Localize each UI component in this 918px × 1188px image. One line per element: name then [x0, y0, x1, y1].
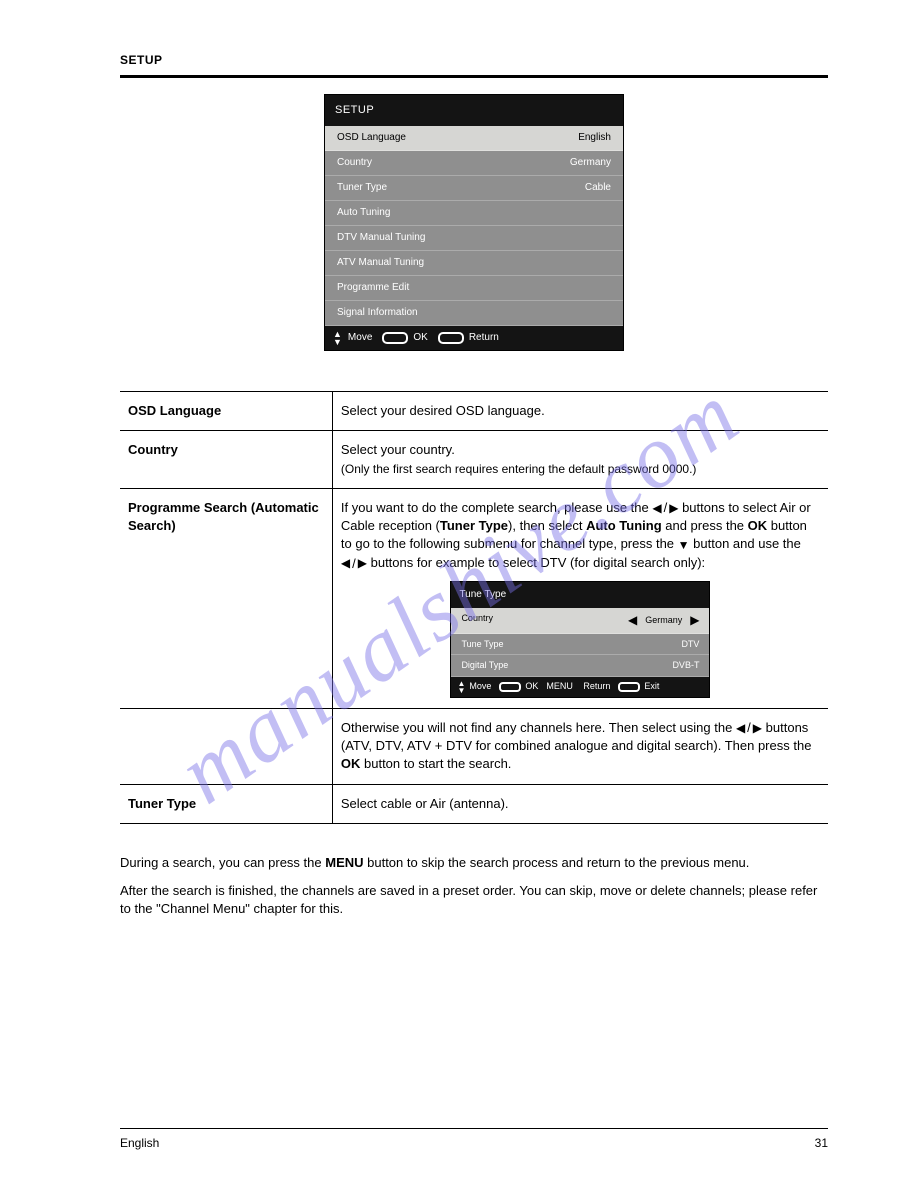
left-right-icon: ◀/▶	[736, 719, 762, 737]
tt-ok: OK	[525, 680, 538, 693]
row-value: English	[578, 131, 611, 145]
ps-ok: OK	[748, 518, 768, 533]
ps-text-1f: buttons for example to select DTV (for d…	[371, 555, 706, 570]
tunetype-screen: Tune Type Country ◀ Germany ▶ Tune Type DT…	[450, 581, 710, 698]
exit-pill-icon	[618, 682, 640, 692]
row-value: Cable	[585, 181, 611, 195]
footer-return: Return	[469, 331, 499, 345]
row-value-text: Germany	[645, 615, 682, 625]
blw-p2: After the search is finished, the channe…	[120, 882, 828, 918]
row-osd[interactable]: OSD Language English	[325, 126, 623, 151]
row-label: OSD Language	[337, 131, 406, 145]
left-icon: ◀	[628, 612, 637, 629]
row-prog-edit[interactable]: Programme Edit	[325, 276, 623, 301]
header-category: SETUP	[120, 52, 828, 69]
tunetype-title: Tune Type	[451, 582, 709, 608]
blw-b: button to skip the search process and re…	[364, 855, 750, 870]
footer-left: English	[120, 1135, 159, 1152]
setup-screen: SETUP OSD Language English Country Germa…	[324, 94, 624, 351]
footer-ok: OK	[413, 331, 427, 345]
osd-desc: Select your desired OSD language.	[332, 392, 828, 431]
below-text: During a search, you can press the MENU …	[120, 824, 828, 919]
row-label: Signal Information	[337, 306, 418, 320]
row-label: Tuner Type	[337, 181, 387, 195]
footer-move: Move	[348, 331, 372, 345]
tt-footer: ▲▼ Move OK MENU Return Exit	[451, 677, 709, 697]
definition-table: OSD Language Select your desired OSD lan…	[120, 391, 828, 824]
ps-text-1d: and press the	[662, 518, 748, 533]
tuner-desc: Select cable or Air (antenna).	[332, 784, 828, 823]
tt-move: Move	[469, 680, 491, 693]
row-label: DTV Manual Tuning	[337, 231, 425, 245]
row-label: Tune Type	[461, 638, 503, 651]
row-label: Programme Edit	[337, 281, 409, 295]
row-value: DVB-T	[672, 659, 699, 672]
left-right-icon: ◀/▶	[341, 555, 367, 573]
ps-text-1c: ), then select	[508, 518, 586, 533]
ps2-c: button to start the search.	[360, 756, 511, 771]
row-value: Germany	[570, 156, 611, 170]
row-atv-manual[interactable]: ATV Manual Tuning	[325, 251, 623, 276]
updown-icon: ▲▼	[457, 680, 465, 694]
setup-title: SETUP	[325, 95, 623, 126]
blw-menu: MENU	[325, 855, 363, 870]
header-rule	[120, 75, 828, 78]
row-label: Country	[337, 156, 372, 170]
row-tuner-type[interactable]: Tuner Type Cable	[325, 176, 623, 201]
ps-auto: Auto Tuning	[586, 518, 662, 533]
row-label: Country	[461, 612, 493, 629]
row-value: ◀ Germany ▶	[628, 612, 699, 629]
right-icon: ▶	[690, 612, 699, 629]
ps-text-1a: If you want to do the complete search, p…	[341, 500, 652, 515]
row-country[interactable]: Country Germany	[325, 151, 623, 176]
exit-pill-icon	[438, 332, 464, 344]
tt-menu-key: MENU	[546, 680, 573, 693]
country-name: Country	[128, 442, 178, 457]
ok-pill-icon	[382, 332, 408, 344]
ps2-a: Otherwise you will not find any channels…	[341, 720, 736, 735]
row-signal-info[interactable]: Signal Information	[325, 301, 623, 326]
page-footer: English 31	[120, 1128, 828, 1152]
blw-a: During a search, you can press the	[120, 855, 325, 870]
row-dtv-manual[interactable]: DTV Manual Tuning	[325, 226, 623, 251]
tt-exit: Exit	[644, 680, 659, 693]
left-right-icon: ◀/▶	[652, 499, 678, 517]
tt-row-country[interactable]: Country ◀ Germany ▶	[451, 608, 709, 634]
updown-icon: ▲▼	[333, 330, 342, 346]
footer-right: 31	[815, 1135, 828, 1152]
tt-row-tunetype[interactable]: Tune Type DTV	[451, 634, 709, 656]
down-icon: ▼	[678, 537, 690, 554]
country-desc1: Select your country.	[341, 442, 455, 457]
progsearch-name: Programme Search (Automatic Search)	[128, 500, 319, 533]
setup-footer: ▲▼ Move OK Return	[325, 326, 623, 350]
ps2-ok: OK	[341, 756, 361, 771]
country-desc2: (Only the first search requires entering…	[341, 462, 697, 476]
tt-row-digitaltype[interactable]: Digital Type DVB-T	[451, 655, 709, 677]
row-label: ATV Manual Tuning	[337, 256, 424, 270]
tt-return: Return	[583, 680, 610, 693]
row-value: DTV	[681, 638, 699, 651]
ps-tuner: Tuner Type	[440, 518, 508, 533]
osd-name: OSD Language	[128, 403, 221, 418]
row-label: Digital Type	[461, 659, 508, 672]
row-label: Auto Tuning	[337, 206, 390, 220]
tuner-name: Tuner Type	[128, 796, 196, 811]
ok-pill-icon	[499, 682, 521, 692]
row-auto-tuning[interactable]: Auto Tuning	[325, 201, 623, 226]
